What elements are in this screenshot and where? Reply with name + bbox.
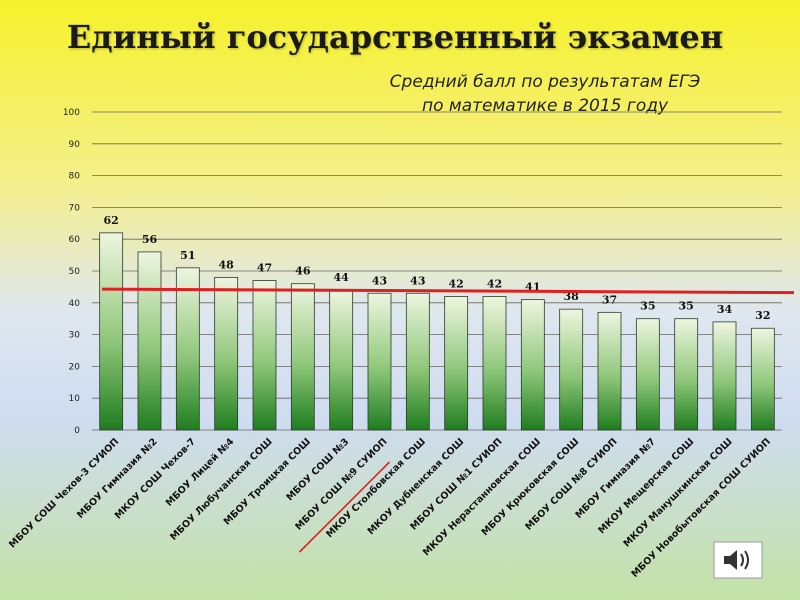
- bar: [559, 308, 584, 431]
- bar: [712, 321, 737, 431]
- data-label: 44: [334, 271, 350, 284]
- highlight-underline: [298, 461, 391, 553]
- data-label: 48: [219, 258, 235, 271]
- data-label: 43: [410, 274, 425, 287]
- data-label: 38: [564, 290, 580, 303]
- sound-speaker-icon[interactable]: [712, 540, 764, 580]
- subtitle-line-1: Средний балл по результатам ЕГЭ: [389, 72, 701, 92]
- bar: [482, 296, 507, 431]
- bar: [137, 251, 162, 431]
- data-label: 42: [449, 277, 464, 290]
- bar-series: [99, 232, 775, 431]
- y-axis: 0 10 20 30 40 50 60 70 80 90 100: [63, 108, 80, 436]
- bar: [405, 292, 430, 431]
- data-label: 62: [104, 214, 119, 227]
- data-label: 43: [372, 274, 387, 287]
- bar: [252, 280, 277, 431]
- data-label: 35: [679, 300, 694, 313]
- bar: [290, 283, 315, 431]
- y-tick-label: 60: [69, 235, 81, 245]
- data-label: 34: [717, 303, 733, 316]
- y-tick-label: 40: [69, 299, 81, 309]
- data-label: 35: [640, 300, 655, 313]
- data-label: 47: [257, 262, 272, 275]
- bar: [444, 296, 469, 431]
- data-label: 42: [487, 277, 502, 290]
- data-label: 46: [295, 265, 311, 278]
- highlight-group: [298, 461, 391, 553]
- bar: [635, 318, 660, 431]
- bar: [674, 318, 699, 431]
- bar: [99, 232, 124, 431]
- bar: [214, 276, 239, 431]
- bar: [175, 267, 200, 431]
- bar: [750, 327, 775, 431]
- y-tick-label: 90: [69, 140, 81, 150]
- chart-grid: [92, 111, 782, 431]
- category-label: МБОУ Лицей №4: [164, 436, 237, 509]
- data-label: 32: [755, 309, 770, 322]
- bar: [520, 299, 545, 431]
- chart-subtitle: Средний балл по результатам ЕГЭ по матем…: [380, 70, 710, 118]
- data-label: 37: [602, 293, 617, 306]
- y-tick-label: 20: [69, 362, 81, 372]
- data-label: 51: [180, 249, 195, 262]
- y-tick-label: 70: [69, 203, 81, 213]
- y-tick-label: 10: [69, 394, 81, 404]
- y-tick-label: 100: [63, 108, 80, 118]
- y-tick-label: 50: [69, 267, 81, 277]
- bar: [367, 292, 392, 431]
- page-title: Единый государственный экзамен: [66, 18, 724, 56]
- bar: [597, 311, 622, 431]
- subtitle-line-2: по математике в 2015 году: [421, 96, 669, 116]
- bar: [329, 289, 354, 431]
- average-line: [101, 287, 795, 295]
- data-label: 56: [142, 233, 158, 246]
- y-tick-label: 80: [69, 172, 81, 182]
- y-tick-label: 30: [69, 331, 81, 341]
- y-tick-label: 0: [74, 426, 80, 436]
- average-line-group: [101, 287, 795, 295]
